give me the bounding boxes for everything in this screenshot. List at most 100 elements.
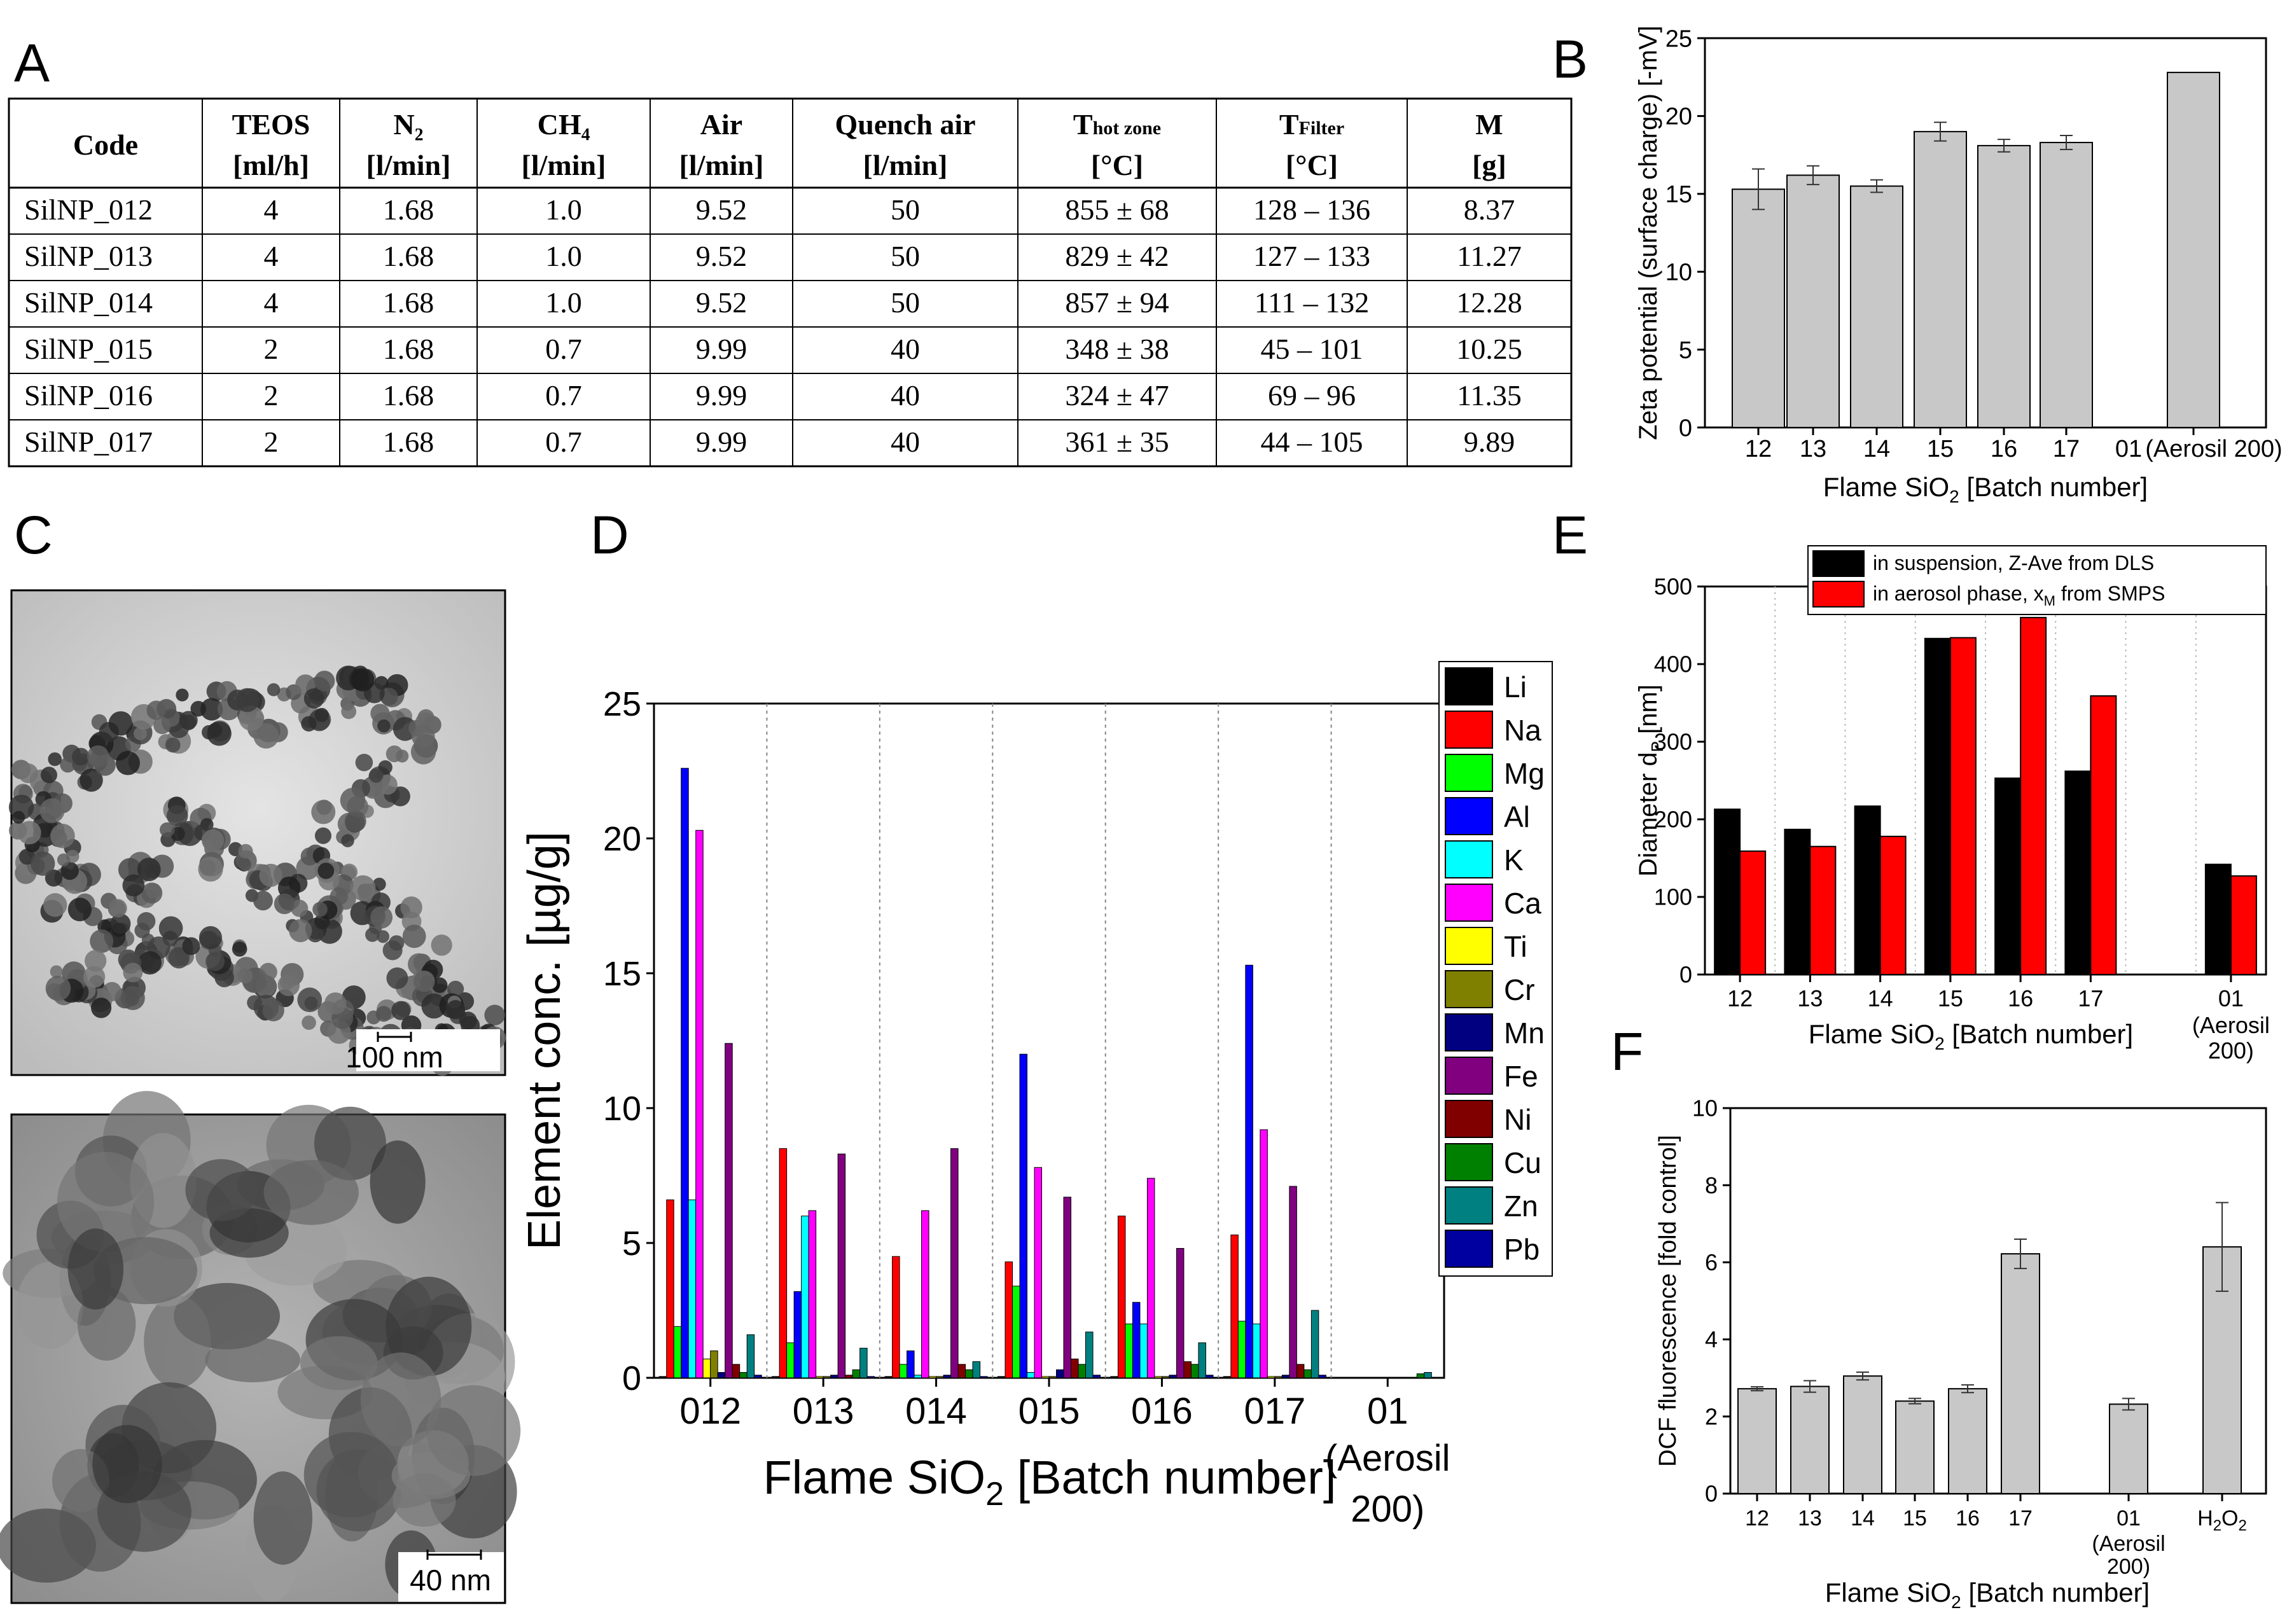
tem-particle bbox=[85, 950, 107, 972]
x-tick-label: 01 bbox=[2115, 436, 2142, 462]
tem-particle bbox=[43, 893, 67, 917]
legend-label-li: Li bbox=[1504, 670, 1527, 704]
legend-swatch-cu bbox=[1445, 1143, 1493, 1181]
x-tick-label-sub: (Aerosil bbox=[1325, 1438, 1450, 1479]
x-tick-label: H2O2 bbox=[2197, 1506, 2247, 1534]
legend-label-ni: Ni bbox=[1504, 1103, 1531, 1136]
table-header-cell: Quench air bbox=[835, 108, 975, 141]
bar-al-016 bbox=[1132, 1301, 1141, 1378]
tem-particle bbox=[91, 997, 112, 1018]
bar-zn-013 bbox=[859, 1347, 868, 1378]
tem-particle bbox=[200, 698, 223, 721]
table-header-unit: [l/min] bbox=[679, 149, 764, 181]
bar-12 bbox=[1732, 188, 1785, 428]
tem-particle bbox=[289, 919, 312, 943]
tem-particle bbox=[389, 935, 405, 951]
x-tick-label: 12 bbox=[1745, 1506, 1769, 1530]
table-cell: 8.37 bbox=[1464, 193, 1515, 226]
x-tick-label: 016 bbox=[1131, 1391, 1193, 1432]
panel-letter-c: C bbox=[14, 505, 53, 565]
legend-label-ti: Ti bbox=[1504, 930, 1527, 963]
tem-particle bbox=[370, 1140, 426, 1224]
bar-li-017 bbox=[1223, 1376, 1232, 1378]
tem-particle bbox=[134, 726, 147, 740]
bar-ti-012 bbox=[702, 1358, 711, 1378]
table-cell: 9.99 bbox=[696, 426, 747, 458]
bar-ca-017 bbox=[1260, 1129, 1268, 1378]
y-tick-label: 20 bbox=[1665, 104, 1692, 130]
bar-fe-012 bbox=[725, 1043, 733, 1378]
x-tick-label: 14 bbox=[1868, 985, 1893, 1011]
tem-particle bbox=[205, 1337, 301, 1383]
tem-particle bbox=[12, 810, 25, 824]
bar-k-013 bbox=[801, 1216, 809, 1378]
table-cell: 11.27 bbox=[1457, 240, 1522, 272]
tem-particle bbox=[60, 861, 79, 880]
panel-letter-b: B bbox=[1552, 29, 1588, 89]
legend-swatch-ni bbox=[1445, 1100, 1493, 1138]
x-tick-label: 12 bbox=[1727, 985, 1753, 1011]
x-tick-label: 13 bbox=[1798, 1506, 1822, 1530]
table-cell: 2 bbox=[264, 379, 279, 412]
tem-particle bbox=[67, 898, 92, 922]
bar-pb-015 bbox=[1092, 1375, 1101, 1378]
tem-particle bbox=[72, 747, 90, 766]
bar-ni-013 bbox=[845, 1375, 853, 1378]
tem-particle bbox=[90, 929, 114, 954]
legend-swatch-zn bbox=[1445, 1186, 1493, 1225]
table-cell: 50 bbox=[891, 240, 920, 272]
bar-al-014 bbox=[907, 1350, 915, 1378]
x-tick-label-sub: (Aerosil bbox=[2192, 1012, 2270, 1038]
bar-na-012 bbox=[666, 1199, 674, 1378]
panel-letter-f: F bbox=[1611, 1022, 1643, 1081]
table-cell-code: SilNP_012 bbox=[24, 193, 153, 226]
y-tick-label: 15 bbox=[603, 955, 641, 993]
bar-15 bbox=[1895, 1400, 1935, 1495]
x-tick-label: 012 bbox=[679, 1391, 741, 1432]
legend-label-al: Al bbox=[1504, 800, 1530, 833]
table-header-cell: N₂ bbox=[393, 108, 423, 141]
bar-17 bbox=[2001, 1253, 2040, 1494]
bar-ca-013 bbox=[808, 1210, 817, 1378]
table-cell: 2 bbox=[264, 426, 279, 458]
tem-particle bbox=[137, 857, 161, 882]
x-axis-label: Flame SiO2 [Batch number] bbox=[1809, 1019, 2133, 1053]
table-cell: 127 – 133 bbox=[1253, 240, 1370, 272]
bar-mg-017 bbox=[1237, 1321, 1246, 1378]
tem-image-low-magnification bbox=[8, 589, 506, 1076]
bar-ni-015 bbox=[1071, 1358, 1079, 1378]
legend-swatch-smps bbox=[1812, 581, 1865, 607]
panel-letter-a: A bbox=[14, 33, 50, 93]
table-cell: 2 bbox=[264, 333, 279, 365]
y-tick-label: 0 bbox=[1679, 415, 1692, 441]
tem-particle bbox=[17, 821, 41, 845]
bar-ni-012 bbox=[732, 1364, 740, 1378]
tem-particle bbox=[153, 716, 171, 735]
tem-particle bbox=[110, 913, 131, 934]
tem-particle bbox=[300, 1336, 378, 1391]
bar-16 bbox=[1948, 1388, 1987, 1494]
tem-particle bbox=[317, 863, 335, 879]
table-cell: 45 – 101 bbox=[1261, 333, 1363, 365]
table-cell: 0.7 bbox=[545, 426, 582, 458]
bar-na-014 bbox=[892, 1256, 900, 1378]
x-tick-label: 17 bbox=[2008, 1506, 2033, 1530]
bar-li-014 bbox=[884, 1376, 893, 1378]
legend-label-cu: Cu bbox=[1504, 1146, 1541, 1179]
bar-mn-015 bbox=[1056, 1369, 1064, 1378]
table-cell-code: SilNP_013 bbox=[24, 240, 153, 272]
tem-particle bbox=[378, 760, 393, 775]
tem-particle bbox=[120, 986, 145, 1010]
x-tick-label: 17 bbox=[2053, 436, 2080, 462]
legend-swatch-ti bbox=[1445, 927, 1493, 965]
bar-pb-016 bbox=[1205, 1375, 1214, 1378]
bar-smps-15 bbox=[1949, 637, 1977, 975]
table-cell: 324 ± 47 bbox=[1065, 379, 1169, 412]
table-cell: 855 ± 68 bbox=[1065, 193, 1169, 226]
bar-fe-016 bbox=[1176, 1247, 1185, 1378]
tem-particle bbox=[123, 962, 143, 983]
table-header-cell: Code bbox=[73, 128, 138, 161]
bar-mg-016 bbox=[1125, 1323, 1133, 1378]
y-tick-label: 0 bbox=[1705, 1481, 1718, 1507]
